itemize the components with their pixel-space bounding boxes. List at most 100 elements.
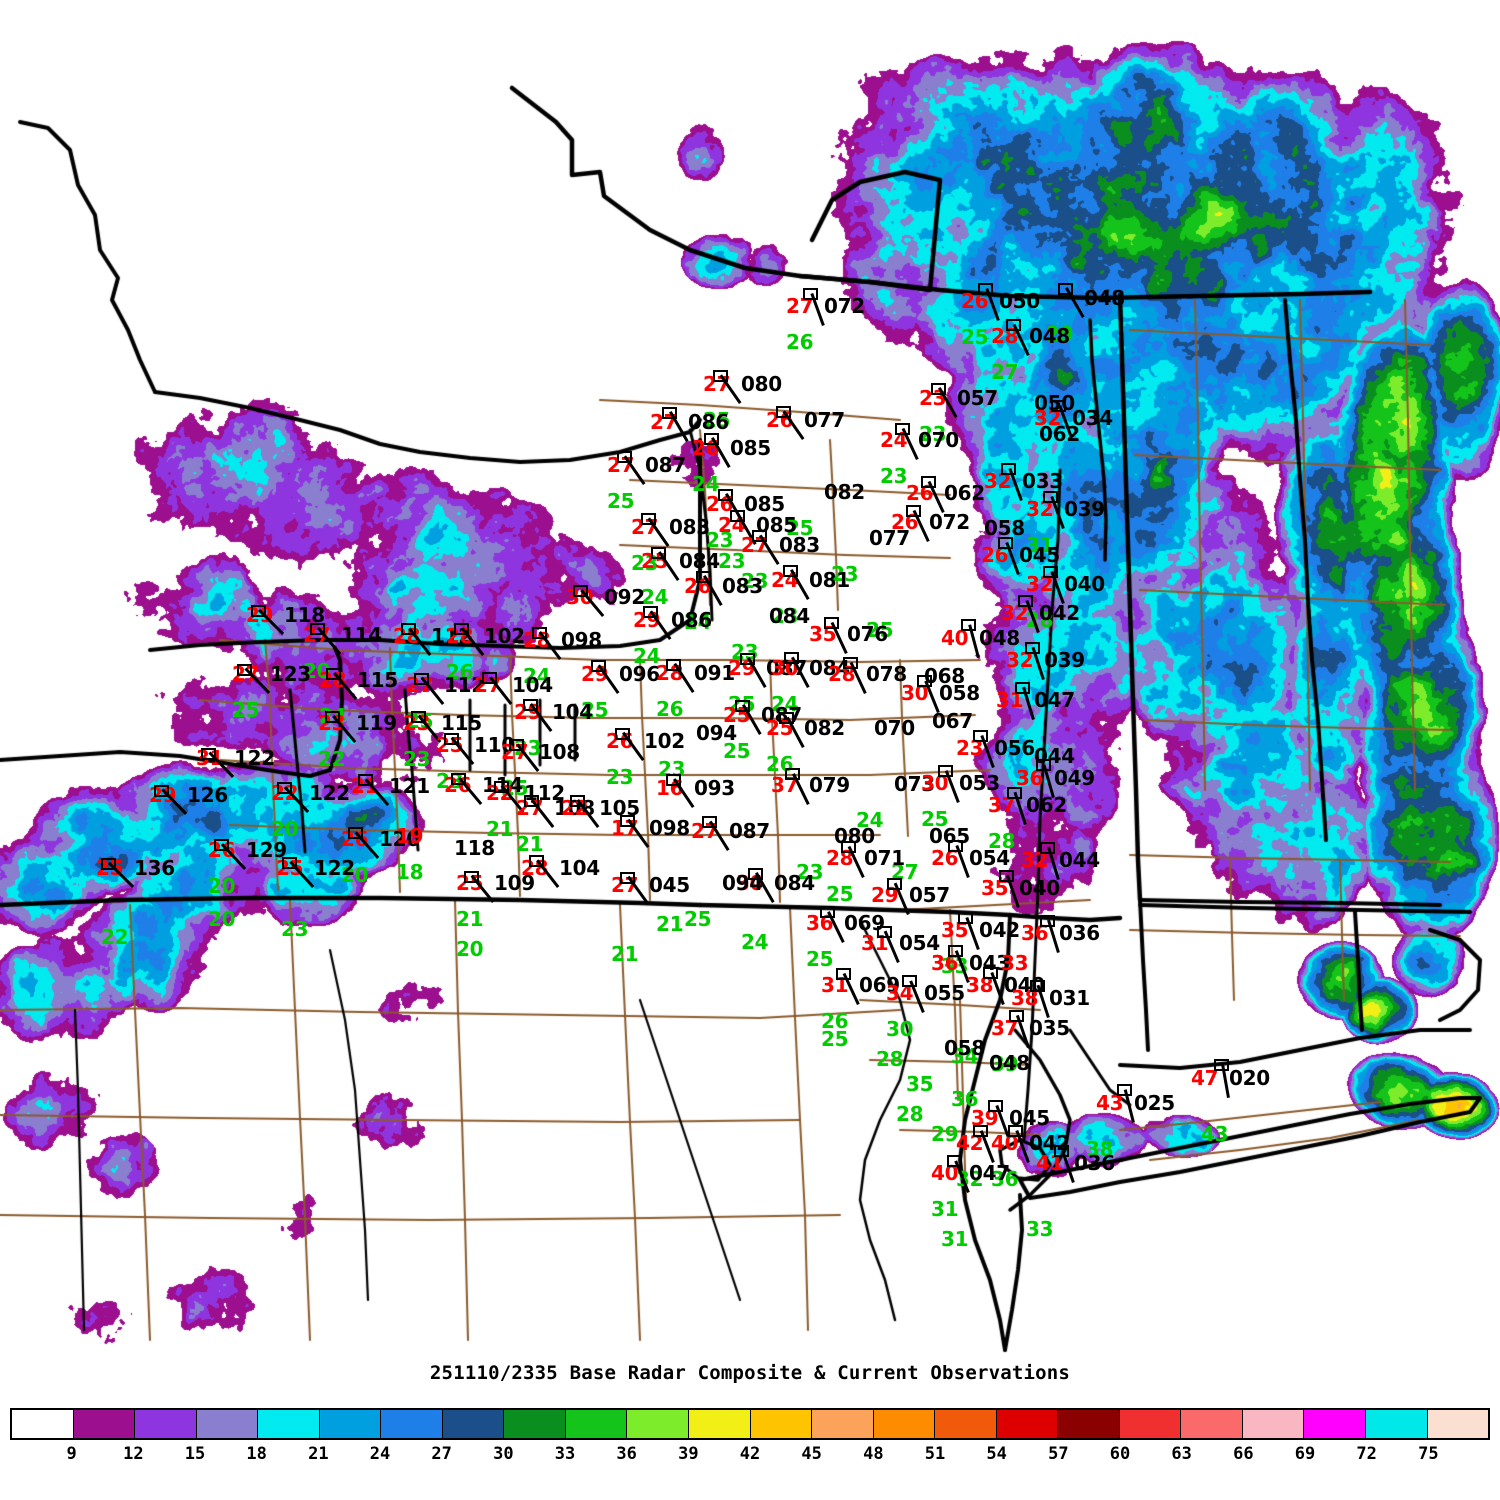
station-marker[interactable] (357, 774, 373, 787)
station-marker[interactable] (620, 871, 636, 884)
station-marker[interactable] (947, 1155, 963, 1168)
station-marker[interactable] (573, 584, 589, 597)
station-marker[interactable] (983, 967, 999, 980)
station-marker[interactable] (1053, 1144, 1069, 1157)
map-area[interactable]: 27 26 072 26 25 050 29 048 28 27 048 27 25 080 23 23 057… (0, 0, 1500, 1360)
station-marker[interactable] (201, 747, 217, 760)
station-marker[interactable] (509, 739, 525, 752)
station-marker[interactable] (413, 672, 429, 685)
station-marker[interactable] (876, 925, 892, 938)
station-marker[interactable] (1040, 841, 1056, 854)
station-marker[interactable] (666, 773, 681, 786)
station-marker[interactable] (696, 570, 711, 583)
station-marker[interactable] (454, 623, 470, 636)
station-marker[interactable] (666, 658, 682, 671)
station-marker[interactable] (947, 945, 963, 958)
station-marker[interactable] (640, 513, 656, 526)
station-marker[interactable] (451, 772, 467, 785)
station-marker[interactable] (1058, 282, 1073, 295)
station-marker[interactable] (902, 975, 918, 988)
station-marker[interactable] (493, 780, 509, 793)
station-marker[interactable] (250, 604, 266, 617)
station-marker[interactable] (779, 711, 795, 724)
station-marker[interactable] (718, 488, 733, 501)
station-marker[interactable] (410, 710, 426, 723)
station-marker[interactable] (988, 1100, 1004, 1113)
station-marker[interactable] (998, 537, 1014, 550)
station-marker[interactable] (1043, 566, 1059, 579)
station-marker[interactable] (783, 564, 798, 577)
station-marker[interactable] (443, 732, 459, 745)
station-marker[interactable] (748, 867, 763, 880)
station-marker[interactable] (961, 619, 977, 632)
station-marker[interactable] (803, 288, 819, 301)
station-marker[interactable] (1051, 400, 1067, 413)
station-marker[interactable] (1006, 786, 1022, 799)
station-marker[interactable] (347, 827, 363, 840)
station-marker[interactable] (931, 382, 946, 395)
station-marker[interactable] (100, 857, 116, 870)
station-marker[interactable] (1029, 979, 1045, 992)
station-marker[interactable] (282, 856, 298, 869)
station-marker[interactable] (1043, 491, 1059, 504)
station-marker[interactable] (1018, 595, 1034, 608)
station-marker[interactable] (920, 476, 936, 489)
station-marker[interactable] (835, 968, 851, 981)
station-marker[interactable] (615, 727, 631, 740)
station-marker[interactable] (972, 1125, 988, 1138)
station-marker[interactable] (325, 710, 341, 723)
station-marker[interactable] (894, 423, 910, 436)
station-marker[interactable] (651, 546, 666, 559)
station-marker[interactable] (1040, 914, 1056, 927)
station-marker[interactable] (730, 509, 745, 522)
station-marker[interactable] (973, 730, 989, 743)
station-marker[interactable] (784, 651, 800, 664)
station-marker[interactable] (937, 765, 953, 778)
station-marker[interactable] (326, 667, 342, 680)
station-marker[interactable] (401, 623, 417, 636)
station-marker[interactable] (590, 660, 606, 673)
station-marker[interactable] (712, 370, 728, 383)
station-marker[interactable] (531, 626, 547, 639)
station-marker[interactable] (701, 816, 717, 829)
station-marker[interactable] (978, 283, 994, 296)
station-marker[interactable] (569, 794, 585, 807)
station-marker[interactable] (905, 505, 921, 518)
station-marker[interactable] (1035, 759, 1051, 772)
station-marker[interactable] (1015, 681, 1031, 694)
station-marker[interactable] (842, 657, 858, 670)
station-marker[interactable] (616, 451, 632, 464)
station-marker[interactable] (642, 606, 658, 619)
station-marker[interactable] (620, 814, 636, 827)
station-marker[interactable] (735, 699, 750, 712)
station-marker[interactable] (775, 406, 791, 419)
station-marker[interactable] (823, 617, 839, 630)
station-marker[interactable] (1008, 1125, 1024, 1138)
station-marker[interactable] (785, 768, 801, 781)
station-marker[interactable] (1005, 319, 1021, 332)
station-marker[interactable] (529, 855, 545, 868)
station-marker[interactable] (1116, 1084, 1132, 1097)
station-marker[interactable] (958, 912, 974, 925)
station-marker[interactable] (740, 652, 755, 665)
station-marker[interactable] (524, 795, 540, 808)
station-marker[interactable] (1024, 641, 1040, 654)
station-marker[interactable] (840, 841, 856, 854)
station-marker[interactable] (154, 784, 170, 797)
station-marker[interactable] (917, 675, 933, 688)
station-marker[interactable] (998, 869, 1014, 882)
station-marker[interactable] (704, 432, 719, 445)
station-marker[interactable] (522, 698, 538, 711)
station-marker[interactable] (310, 622, 326, 635)
station-marker[interactable] (1214, 1058, 1230, 1071)
station-marker[interactable] (1001, 463, 1017, 476)
station-marker[interactable] (948, 840, 964, 853)
station-marker[interactable] (237, 663, 253, 676)
station-marker[interactable] (662, 406, 677, 419)
station-marker[interactable] (213, 839, 229, 852)
station-marker[interactable] (751, 530, 767, 543)
station-marker[interactable] (886, 877, 902, 890)
station-marker[interactable] (482, 672, 498, 685)
station-marker[interactable] (463, 870, 479, 883)
station-marker[interactable] (276, 782, 292, 795)
